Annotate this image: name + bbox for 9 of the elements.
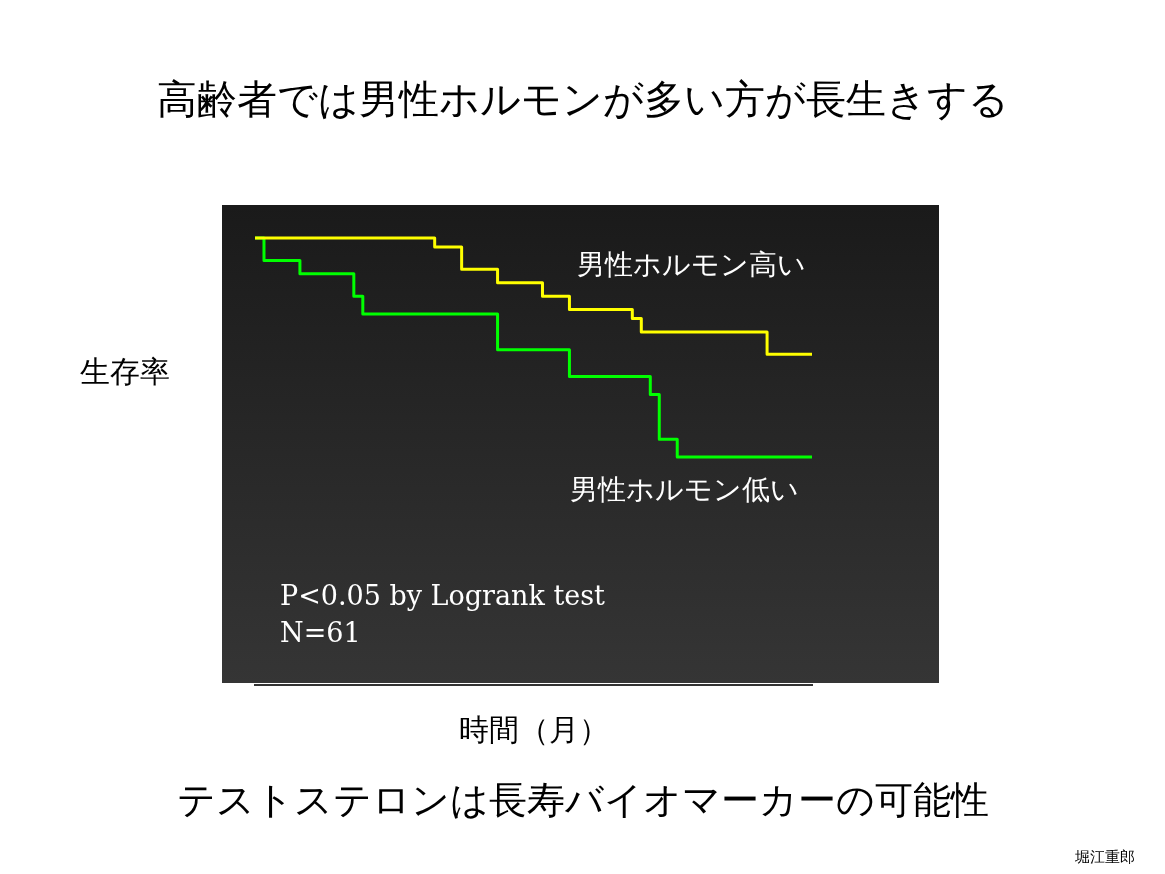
series-label: 男性ホルモン高い xyxy=(576,248,806,282)
annotation: P<0.05 by Logrank test xyxy=(280,580,605,611)
series-label: 男性ホルモン低い xyxy=(569,473,799,507)
y-axis-title: 生存率 xyxy=(80,353,170,391)
text: テストステロンは長寿バイオマーカーの可能性 xyxy=(175,777,990,824)
annotation: N=61 xyxy=(280,617,361,648)
text: 堀江重郎 xyxy=(1075,848,1135,867)
chart-title: 高齢者では男性ホルモンが多い方が長生きする xyxy=(155,75,1010,124)
x-axis-title: 時間（月） xyxy=(458,711,609,747)
